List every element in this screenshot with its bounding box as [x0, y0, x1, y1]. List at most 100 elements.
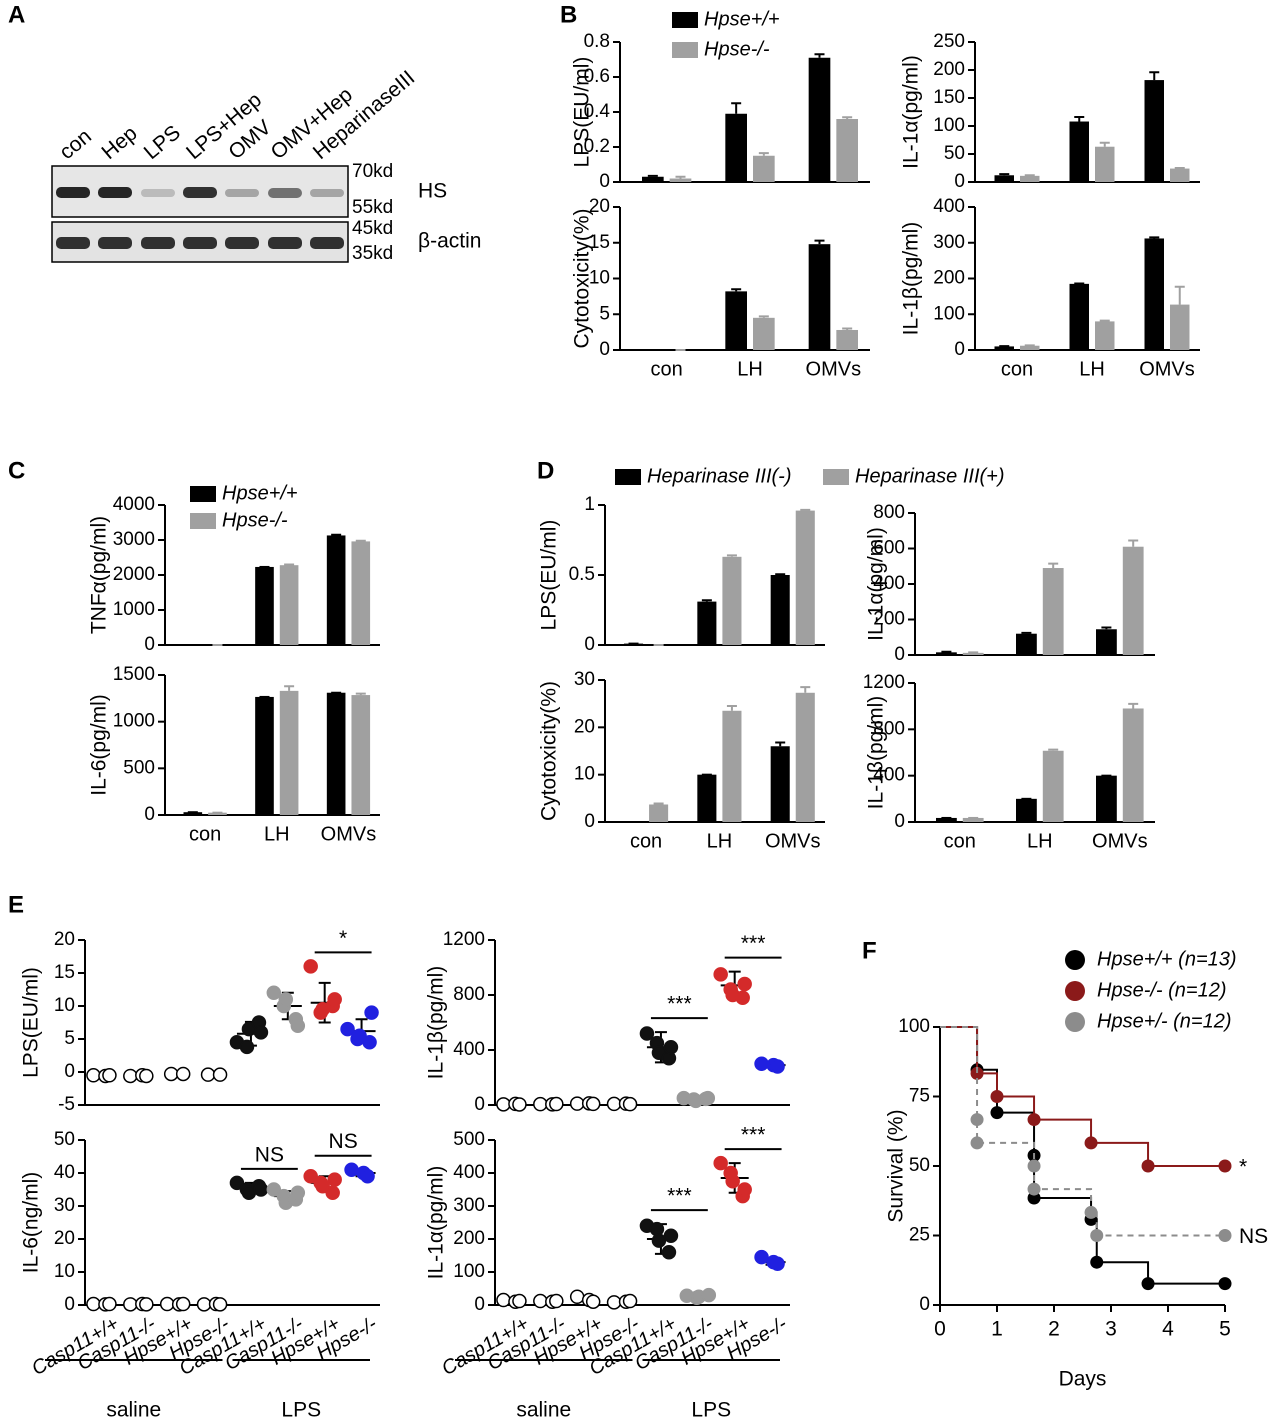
point — [549, 1293, 564, 1309]
point — [1084, 1205, 1098, 1219]
point — [585, 1294, 601, 1309]
point — [990, 1106, 1004, 1120]
bar — [1170, 304, 1190, 350]
x-tick-label: con — [944, 830, 976, 852]
point — [325, 1185, 340, 1201]
survival-line — [940, 1026, 1225, 1167]
y-tick-label: 0 — [954, 339, 965, 360]
y-axis-label: IL-1β(pg/ml) — [865, 696, 888, 810]
error-bar — [842, 327, 853, 330]
error-bar — [758, 315, 769, 318]
y-tick-label: 20 — [589, 196, 610, 217]
x-tick-label: LH — [737, 358, 763, 380]
bar — [836, 329, 858, 350]
annotation: * — [339, 927, 347, 950]
y-tick-label: 0.4 — [584, 101, 611, 122]
point — [290, 1185, 306, 1201]
y-tick-label: 0 — [919, 1294, 930, 1315]
point — [196, 1297, 212, 1312]
point — [1141, 1159, 1155, 1173]
actin-bands — [56, 237, 344, 249]
point — [159, 1296, 175, 1312]
point — [569, 1289, 585, 1304]
error-bar — [284, 685, 295, 691]
lane-label: LPS — [140, 121, 185, 164]
y-tick-label: 500 — [453, 1129, 485, 1150]
x-tick-label: 3 — [1105, 1318, 1117, 1341]
point — [606, 1096, 622, 1112]
y-tick-label: 800 — [873, 502, 905, 523]
y-tick-label: -5 — [58, 1094, 75, 1115]
point — [512, 1293, 527, 1309]
y-axis-label: IL-1α(pg/ml) — [425, 1166, 448, 1280]
legend-label: Hpse+/+ (n=13) — [1097, 948, 1237, 970]
y-tick-label: 100 — [898, 1016, 930, 1037]
point — [352, 1028, 367, 1043]
point — [585, 1096, 601, 1112]
point — [175, 1296, 191, 1312]
y-axis-label: IL-1β(pg/ml) — [425, 966, 448, 1080]
x-tick-label: LH — [707, 830, 733, 852]
error-bar — [1128, 539, 1139, 547]
x-tick-label: con — [1001, 358, 1033, 380]
y-tick-label: 0 — [64, 1061, 75, 1082]
bar — [697, 774, 717, 822]
bar — [1042, 750, 1064, 822]
bar — [326, 535, 346, 645]
y-tick-label: 0 — [474, 1294, 485, 1315]
bar — [697, 601, 717, 645]
error-bar — [284, 563, 295, 566]
bar — [1020, 345, 1040, 350]
error-bar — [1099, 141, 1110, 147]
bar — [725, 113, 747, 182]
error-bar — [814, 53, 825, 58]
y-tick-label: 1 — [584, 494, 595, 515]
band — [183, 187, 217, 198]
legend-label: Heparinase III(-) — [647, 465, 792, 487]
x-tick-label: OMVs — [1139, 358, 1195, 380]
bar — [351, 541, 371, 645]
point — [163, 1066, 179, 1082]
error-bar — [1021, 631, 1032, 634]
point — [344, 1162, 359, 1177]
band — [141, 237, 175, 249]
annotation: NS — [255, 1143, 284, 1166]
x-tick-label: OMVs — [1092, 830, 1148, 852]
point — [1218, 1159, 1232, 1173]
error-bar — [1048, 748, 1059, 751]
lane-label: con — [55, 125, 96, 164]
marker-label: 70kd — [352, 161, 393, 182]
y-axis-label: IL-6(ng/ml) — [20, 1172, 43, 1274]
bar — [725, 291, 747, 350]
point — [360, 1169, 375, 1184]
band — [225, 189, 259, 197]
y-tick-label: 75 — [909, 1086, 930, 1107]
y-tick-label: 400 — [933, 196, 965, 217]
point — [622, 1293, 638, 1309]
bar — [753, 317, 775, 350]
x-tick-label: LH — [264, 823, 290, 845]
point — [701, 1287, 717, 1303]
point — [512, 1097, 527, 1112]
point — [754, 1249, 769, 1265]
y-tick-label: 400 — [453, 1162, 485, 1183]
point — [303, 1169, 318, 1184]
error-bar — [331, 533, 342, 536]
y-tick-label: 0.5 — [569, 564, 595, 585]
point — [362, 1035, 377, 1050]
y-tick-label: 10 — [54, 1261, 75, 1282]
annotation: *** — [741, 1124, 766, 1147]
legend-label: Hpse-/- (n=12) — [1097, 979, 1227, 1001]
band — [268, 237, 302, 249]
bar — [722, 556, 742, 645]
y-tick-label: 0 — [599, 171, 610, 192]
panel-letter: E — [8, 891, 24, 918]
point — [1027, 1159, 1041, 1173]
bar — [1096, 775, 1117, 822]
bar — [1020, 175, 1040, 182]
bar — [808, 57, 831, 182]
y-tick-label: 0.6 — [584, 66, 610, 87]
y-tick-label: 100 — [933, 303, 965, 324]
point — [639, 1026, 655, 1041]
y-tick-label: 4000 — [113, 494, 155, 515]
